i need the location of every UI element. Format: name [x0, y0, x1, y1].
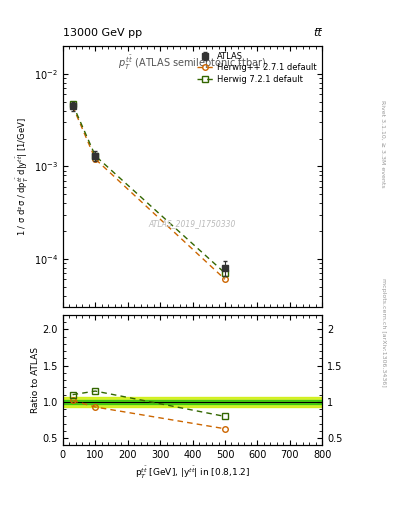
Text: Rivet 3.1.10, ≥ 3.3M events: Rivet 3.1.10, ≥ 3.3M events	[381, 99, 386, 187]
Herwig++ 2.7.1 default	[70, 103, 75, 109]
Text: ATLAS_2019_I1750330: ATLAS_2019_I1750330	[149, 219, 236, 228]
Herwig 7.2.1 default	[222, 270, 227, 276]
Text: 13000 GeV pp: 13000 GeV pp	[63, 28, 142, 38]
Text: mcplots.cern.ch [arXiv:1306.3436]: mcplots.cern.ch [arXiv:1306.3436]	[381, 279, 386, 387]
Herwig++ 2.7.1 default	[93, 156, 98, 162]
Line: Herwig 7.2.1 default: Herwig 7.2.1 default	[70, 101, 228, 276]
Legend: ATLAS, Herwig++ 2.7.1 default, Herwig 7.2.1 default: ATLAS, Herwig++ 2.7.1 default, Herwig 7.…	[195, 50, 318, 86]
X-axis label: p$_T^{t\bar{t}}$ [GeV], |y$^{t\bar{t}}$| in [0.8,1.2]: p$_T^{t\bar{t}}$ [GeV], |y$^{t\bar{t}}$|…	[135, 464, 250, 481]
Text: $p_T^{\,t\bar{t}}$ (ATLAS semileptonic ttbar): $p_T^{\,t\bar{t}}$ (ATLAS semileptonic t…	[118, 54, 267, 72]
Bar	[63, 400, 322, 404]
Y-axis label: Ratio to ATLAS: Ratio to ATLAS	[31, 347, 40, 413]
Bar	[63, 397, 322, 407]
Herwig 7.2.1 default	[70, 101, 75, 108]
Text: tt̅: tt̅	[314, 28, 322, 38]
Herwig++ 2.7.1 default	[222, 276, 227, 282]
Y-axis label: 1 / σ d²σ / dp$_T^{t\bar{t}}$ d|y$^{t\bar{t}}$| [1/GeV]: 1 / σ d²σ / dp$_T^{t\bar{t}}$ d|y$^{t\ba…	[15, 117, 31, 236]
Line: Herwig++ 2.7.1 default: Herwig++ 2.7.1 default	[70, 103, 228, 282]
Herwig 7.2.1 default	[93, 153, 98, 159]
